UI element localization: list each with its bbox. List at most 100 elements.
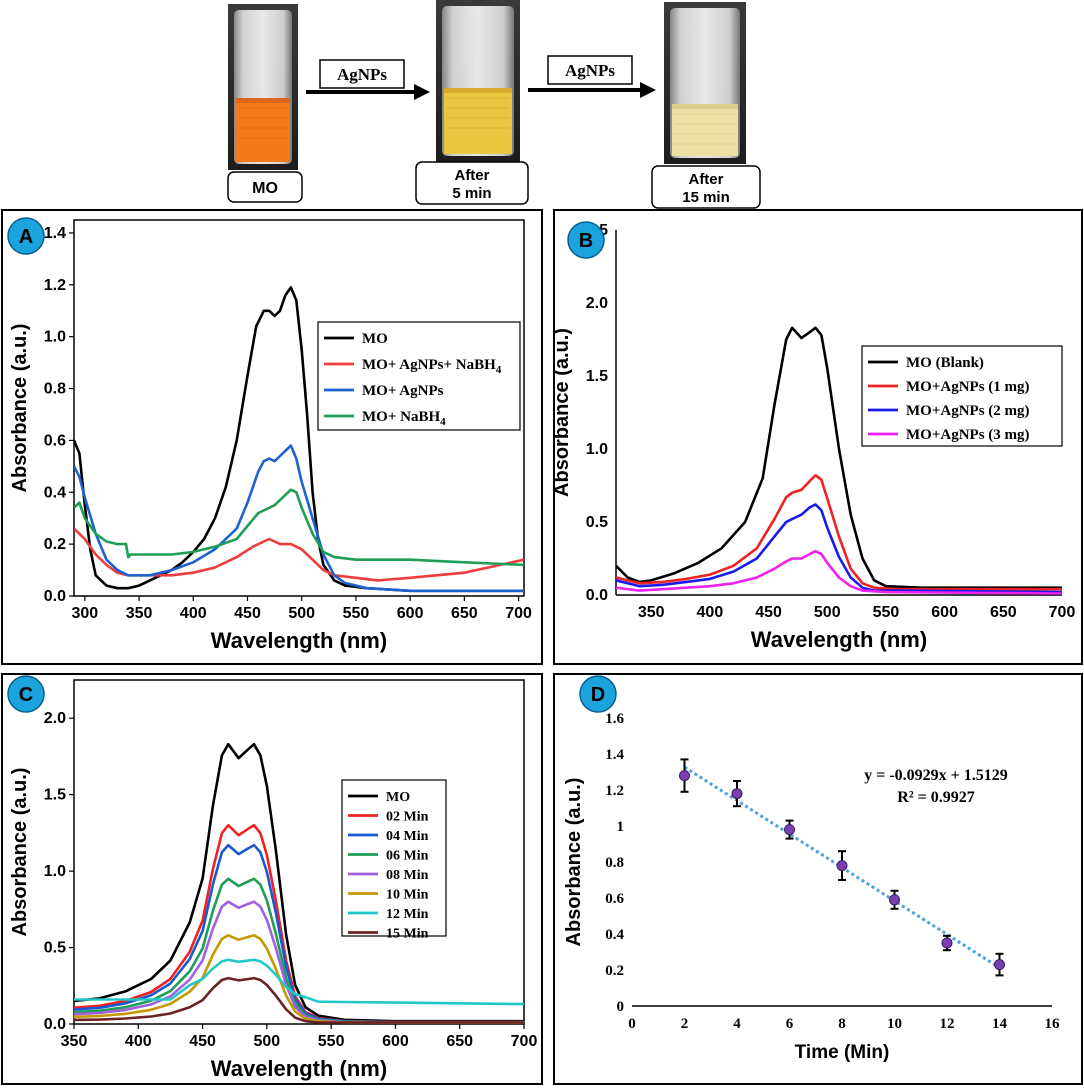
data-point-group: [784, 819, 795, 840]
series-layer: [616, 326, 1062, 595]
vial-liquid: [444, 88, 512, 154]
arrow-label-box: [547, 55, 633, 85]
reaction-arrow-2: AgNPs: [528, 55, 656, 98]
data-point: [679, 770, 690, 782]
y-tick-label: 0.4: [605, 927, 624, 943]
legend-label: 08 Min: [386, 868, 429, 883]
x-tick-label: 400: [125, 1033, 152, 1050]
legend-text: MO+AgNPs (2 mg): [906, 403, 1030, 419]
y-tick-label: 0.8: [605, 855, 624, 871]
y-tick-label: 1.6: [605, 711, 624, 727]
vial-label-box: [651, 165, 761, 209]
x-tick-label: 400: [697, 604, 724, 621]
panel-frame: [1, 673, 543, 1085]
plot-area: [73, 679, 525, 1025]
y-tick-label: 1.2: [605, 783, 624, 799]
vial-label-box: [227, 171, 303, 203]
y-tick-label: 0.2: [605, 963, 624, 979]
y-tick-label: 1.5: [586, 368, 608, 385]
x-tick-label: 2: [681, 1016, 689, 1032]
y-tick-label: 1.4: [44, 225, 66, 242]
series-line: [74, 958, 524, 1006]
arrow-head: [414, 84, 430, 100]
legend-box: [341, 779, 447, 937]
vial-sublabel: 15 min: [682, 189, 730, 206]
panel-frame: [1, 209, 543, 665]
legend-label: MO+AgNPs (2 mg): [906, 403, 1030, 419]
y-tick-label: 0.0: [44, 588, 66, 605]
legend-label: 12 Min: [386, 907, 429, 922]
legend-text: MO: [386, 790, 410, 805]
legend-label: MO+ AgNPs: [362, 383, 444, 399]
legend-text: 10 Min: [386, 888, 429, 903]
legend-text: MO+ AgNPs: [362, 383, 444, 399]
x-axis-title: Wavelength (nm): [751, 627, 927, 652]
y-tick-label: 1.0: [586, 441, 608, 458]
y-tick-label: 1.0: [44, 863, 66, 880]
y-tick-label: 1: [617, 819, 625, 835]
vial-label-box: [415, 161, 529, 205]
series-line: [616, 549, 1062, 595]
x-axis-title: Time (Min): [795, 1042, 890, 1063]
y-tick-label: 0.6: [44, 432, 66, 449]
series-line: [74, 976, 524, 1024]
vial-liquid: [672, 104, 738, 156]
data-point-group: [679, 758, 690, 793]
y-tick-label: 1.5: [44, 787, 66, 804]
x-tick-label: 350: [61, 1033, 88, 1050]
y-tick-label: 0.4: [44, 484, 66, 501]
fit-equation: y = -0.0929x + 1.5129: [864, 767, 1008, 784]
data-point: [731, 788, 743, 800]
fit-r-squared: R² = 0.9927: [897, 789, 974, 806]
panel-badge: [567, 221, 605, 259]
x-tick-label: 500: [814, 604, 841, 621]
legend-label: 02 Min: [386, 810, 429, 825]
legend-label: MO+ NaBH4: [362, 409, 446, 428]
data-point-group: [731, 780, 743, 808]
y-tick-label: 0.5: [586, 514, 608, 531]
arrow-label-box: [319, 59, 405, 89]
liquid-meniscus: [444, 88, 512, 93]
data-point: [994, 959, 1005, 971]
panel-badge: [579, 675, 617, 713]
vial-label: After: [688, 171, 723, 188]
panel-frame: [553, 673, 1083, 1085]
legend-text: MO+ NaBH: [362, 409, 440, 425]
x-tick-label: 450: [755, 604, 782, 621]
series-line: [74, 843, 524, 1024]
y-tick-label: 1.2: [44, 277, 66, 294]
panel-b: 3504004505005506006507000.00.51.01.52.02…: [551, 209, 1083, 665]
x-tick-label: 550: [343, 605, 370, 622]
x-tick-label: 6: [786, 1016, 794, 1032]
legend-text: 12 Min: [386, 907, 429, 922]
arrow-head: [640, 82, 656, 98]
x-tick-label: 350: [126, 605, 153, 622]
legend-text: 08 Min: [386, 868, 429, 883]
legend-text: MO+ AgNPs+ NaBH: [362, 357, 496, 373]
y-axis-title: Absorbance (a.u.): [9, 768, 31, 937]
x-tick-label: 450: [189, 1033, 216, 1050]
vial-label: MO: [252, 180, 278, 197]
x-tick-label: 4: [733, 1016, 741, 1032]
legend-label: 06 Min: [386, 849, 429, 864]
y-tick-label: 1.4: [605, 747, 624, 763]
legend-text: MO+AgNPs (3 mg): [906, 427, 1030, 443]
y-tick-label: 2.0: [586, 295, 608, 312]
arrow-label: AgNPs: [565, 61, 615, 80]
x-tick-label: 14: [992, 1016, 1008, 1032]
legend-text: MO: [362, 331, 388, 347]
legend-label: 04 Min: [386, 829, 429, 844]
panel-badge: [7, 675, 45, 713]
panel-letter: D: [591, 684, 605, 706]
y-tick-label: 0.2: [44, 536, 66, 553]
x-tick-label: 10: [887, 1016, 902, 1032]
x-tick-label: 300: [71, 605, 98, 622]
legend-subscript: 4: [496, 364, 502, 376]
y-tick-label: 0.8: [44, 381, 66, 398]
plot-area: [73, 219, 525, 597]
data-point-group: [836, 850, 848, 881]
legend-text: 15 Min: [386, 927, 429, 942]
legend-label: MO+AgNPs (1 mg): [906, 379, 1030, 395]
series-layer: [74, 742, 524, 1024]
